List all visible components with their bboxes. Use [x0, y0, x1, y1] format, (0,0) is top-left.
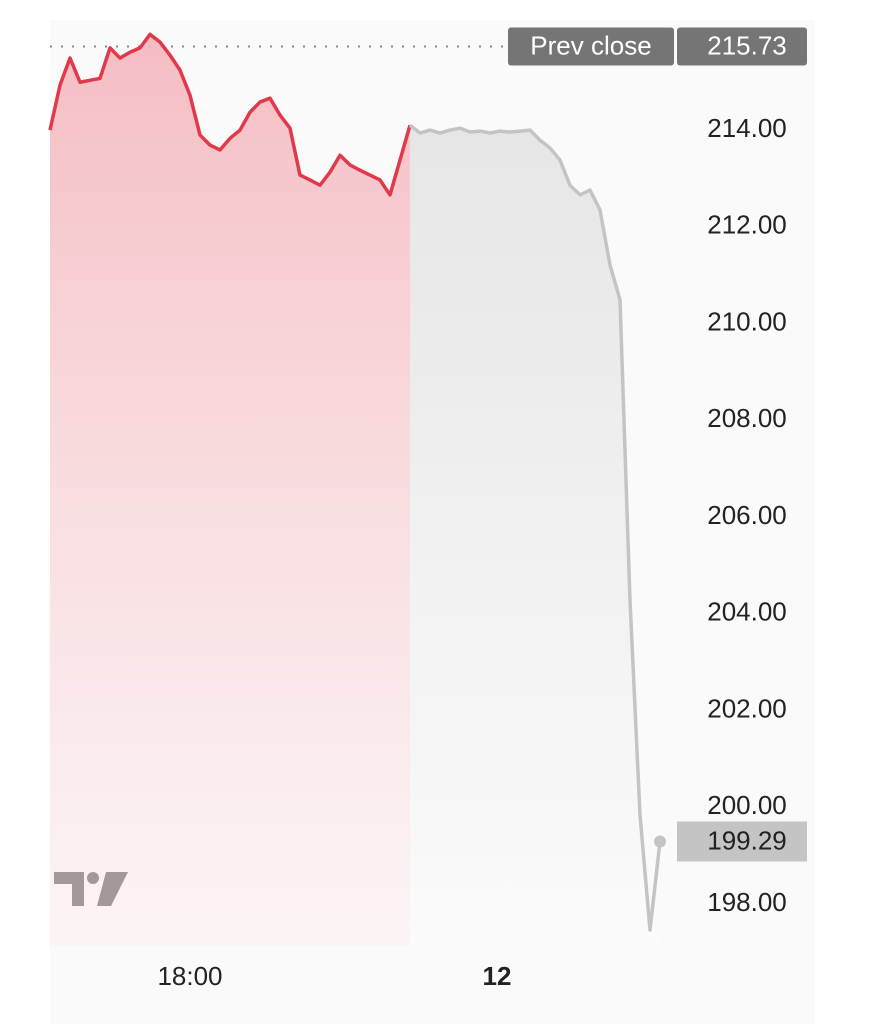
y-tick-label: 204.00 — [707, 597, 787, 627]
y-tick-label: 212.00 — [707, 210, 787, 240]
area — [410, 125, 660, 945]
area — [50, 34, 410, 945]
prev-close-value-box — [677, 27, 807, 66]
y-tick-label: 214.00 — [707, 113, 787, 143]
y-tick-label: 200.00 — [707, 790, 787, 820]
last-value-box — [677, 821, 807, 862]
prev-close-value: 215.73 — [707, 30, 787, 60]
y-tick-label: 210.00 — [707, 306, 787, 336]
y-tick-label: 202.00 — [707, 693, 787, 723]
line — [408, 123, 662, 932]
y-tick-label: 198.00 — [707, 887, 787, 917]
last-point — [654, 835, 666, 848]
prev-close-label: Prev close — [530, 30, 651, 60]
line — [48, 32, 412, 197]
x-tick-label: 12 — [483, 961, 512, 991]
prev-close-box — [508, 27, 674, 66]
y-tick-label: 208.00 — [707, 403, 787, 433]
y-tick-label: 206.00 — [707, 500, 787, 530]
x-tick-label: 18:00 — [157, 961, 222, 991]
last-value-label: 199.29 — [707, 825, 787, 855]
